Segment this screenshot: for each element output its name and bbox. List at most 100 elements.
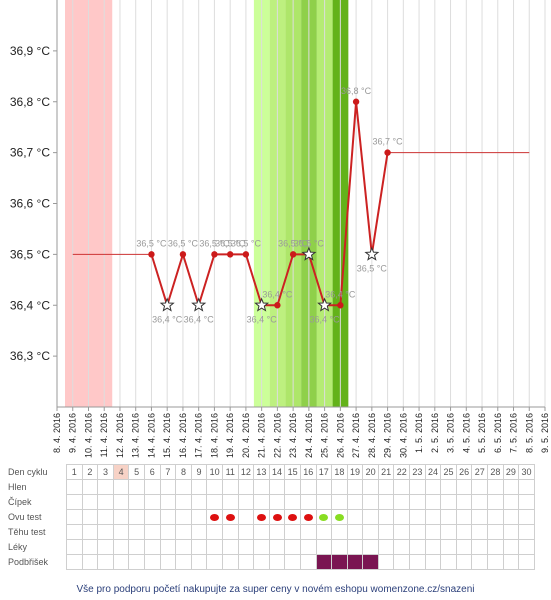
day-number[interactable]: 15 (284, 464, 301, 480)
cycle-cell[interactable] (331, 494, 348, 510)
podbrisek-cell[interactable] (409, 554, 426, 570)
podbrisek-cell[interactable] (331, 554, 348, 570)
cycle-cell[interactable] (268, 524, 286, 540)
cycle-cell[interactable] (221, 479, 239, 495)
day-number[interactable]: 6 (143, 464, 161, 480)
cycle-cell[interactable] (112, 479, 130, 495)
day-number[interactable]: 11 (221, 464, 239, 480)
cycle-cell[interactable] (81, 479, 99, 495)
cycle-cell[interactable] (455, 524, 473, 540)
cycle-cell[interactable] (221, 494, 239, 510)
ovu-cell[interactable] (237, 509, 255, 525)
cycle-cell[interactable] (284, 539, 301, 555)
ovu-cell[interactable] (97, 509, 114, 525)
cycle-cell[interactable] (377, 479, 395, 495)
cycle-cell[interactable] (471, 524, 489, 540)
ovu-cell[interactable] (253, 509, 270, 525)
cycle-cell[interactable] (331, 539, 348, 555)
cycle-cell[interactable] (284, 524, 301, 540)
ovu-cell[interactable] (128, 509, 145, 525)
ovu-cell[interactable] (66, 509, 83, 525)
cycle-cell[interactable] (97, 539, 114, 555)
cycle-cell[interactable] (362, 539, 379, 555)
podbrisek-cell[interactable] (143, 554, 161, 570)
cycle-cell[interactable] (377, 524, 395, 540)
cycle-cell[interactable] (143, 524, 161, 540)
cycle-cell[interactable] (237, 479, 255, 495)
cycle-cell[interactable] (346, 479, 364, 495)
podbrisek-cell[interactable] (346, 554, 364, 570)
cycle-cell[interactable] (128, 479, 145, 495)
day-number[interactable]: 24 (424, 464, 442, 480)
cycle-cell[interactable] (409, 524, 426, 540)
cycle-cell[interactable] (206, 494, 223, 510)
cycle-cell[interactable] (362, 479, 379, 495)
ovu-cell[interactable] (190, 509, 208, 525)
cycle-cell[interactable] (81, 524, 99, 540)
cycle-cell[interactable] (377, 494, 395, 510)
cycle-cell[interactable] (97, 479, 114, 495)
cycle-cell[interactable] (268, 539, 286, 555)
cycle-cell[interactable] (159, 539, 177, 555)
podbrisek-cell[interactable] (66, 554, 83, 570)
cycle-cell[interactable] (440, 539, 457, 555)
cycle-cell[interactable] (346, 494, 364, 510)
day-number[interactable]: 7 (159, 464, 177, 480)
ovu-cell[interactable] (502, 509, 520, 525)
podbrisek-cell[interactable] (299, 554, 317, 570)
cycle-cell[interactable] (81, 539, 99, 555)
cycle-cell[interactable] (315, 524, 333, 540)
day-number[interactable]: 18 (331, 464, 348, 480)
cycle-cell[interactable] (315, 479, 333, 495)
cycle-cell[interactable] (112, 494, 130, 510)
cycle-cell[interactable] (143, 539, 161, 555)
cycle-cell[interactable] (206, 524, 223, 540)
day-number[interactable]: 21 (377, 464, 395, 480)
ovu-cell[interactable] (284, 509, 301, 525)
cycle-cell[interactable] (143, 494, 161, 510)
ovu-cell[interactable] (143, 509, 161, 525)
cycle-cell[interactable] (66, 494, 83, 510)
podbrisek-cell[interactable] (97, 554, 114, 570)
day-number[interactable]: 23 (409, 464, 426, 480)
ovu-cell[interactable] (377, 509, 395, 525)
podbrisek-cell[interactable] (159, 554, 177, 570)
cycle-cell[interactable] (331, 479, 348, 495)
cycle-cell[interactable] (393, 494, 411, 510)
cycle-cell[interactable] (253, 539, 270, 555)
cycle-cell[interactable] (424, 494, 442, 510)
ovu-cell[interactable] (268, 509, 286, 525)
cycle-cell[interactable] (66, 479, 83, 495)
cycle-cell[interactable] (284, 479, 301, 495)
cycle-cell[interactable] (190, 539, 208, 555)
cycle-cell[interactable] (502, 494, 520, 510)
cycle-cell[interactable] (518, 494, 535, 510)
podbrisek-cell[interactable] (175, 554, 192, 570)
cycle-cell[interactable] (175, 494, 192, 510)
cycle-cell[interactable] (502, 524, 520, 540)
cycle-cell[interactable] (253, 479, 270, 495)
ovu-cell[interactable] (346, 509, 364, 525)
cycle-cell[interactable] (206, 539, 223, 555)
ovu-cell[interactable] (455, 509, 473, 525)
podbrisek-cell[interactable] (190, 554, 208, 570)
cycle-cell[interactable] (362, 524, 379, 540)
cycle-cell[interactable] (518, 539, 535, 555)
cycle-cell[interactable] (175, 524, 192, 540)
cycle-cell[interactable] (221, 539, 239, 555)
day-number[interactable]: 26 (455, 464, 473, 480)
cycle-cell[interactable] (362, 494, 379, 510)
cycle-cell[interactable] (409, 494, 426, 510)
cycle-cell[interactable] (268, 494, 286, 510)
ovu-cell[interactable] (331, 509, 348, 525)
podbrisek-cell[interactable] (206, 554, 223, 570)
day-number[interactable]: 10 (206, 464, 223, 480)
day-number[interactable]: 28 (487, 464, 504, 480)
ovu-cell[interactable] (159, 509, 177, 525)
cycle-cell[interactable] (393, 479, 411, 495)
cycle-cell[interactable] (112, 524, 130, 540)
cycle-cell[interactable] (97, 494, 114, 510)
day-number[interactable]: 17 (315, 464, 333, 480)
ovu-cell[interactable] (315, 509, 333, 525)
cycle-cell[interactable] (331, 524, 348, 540)
